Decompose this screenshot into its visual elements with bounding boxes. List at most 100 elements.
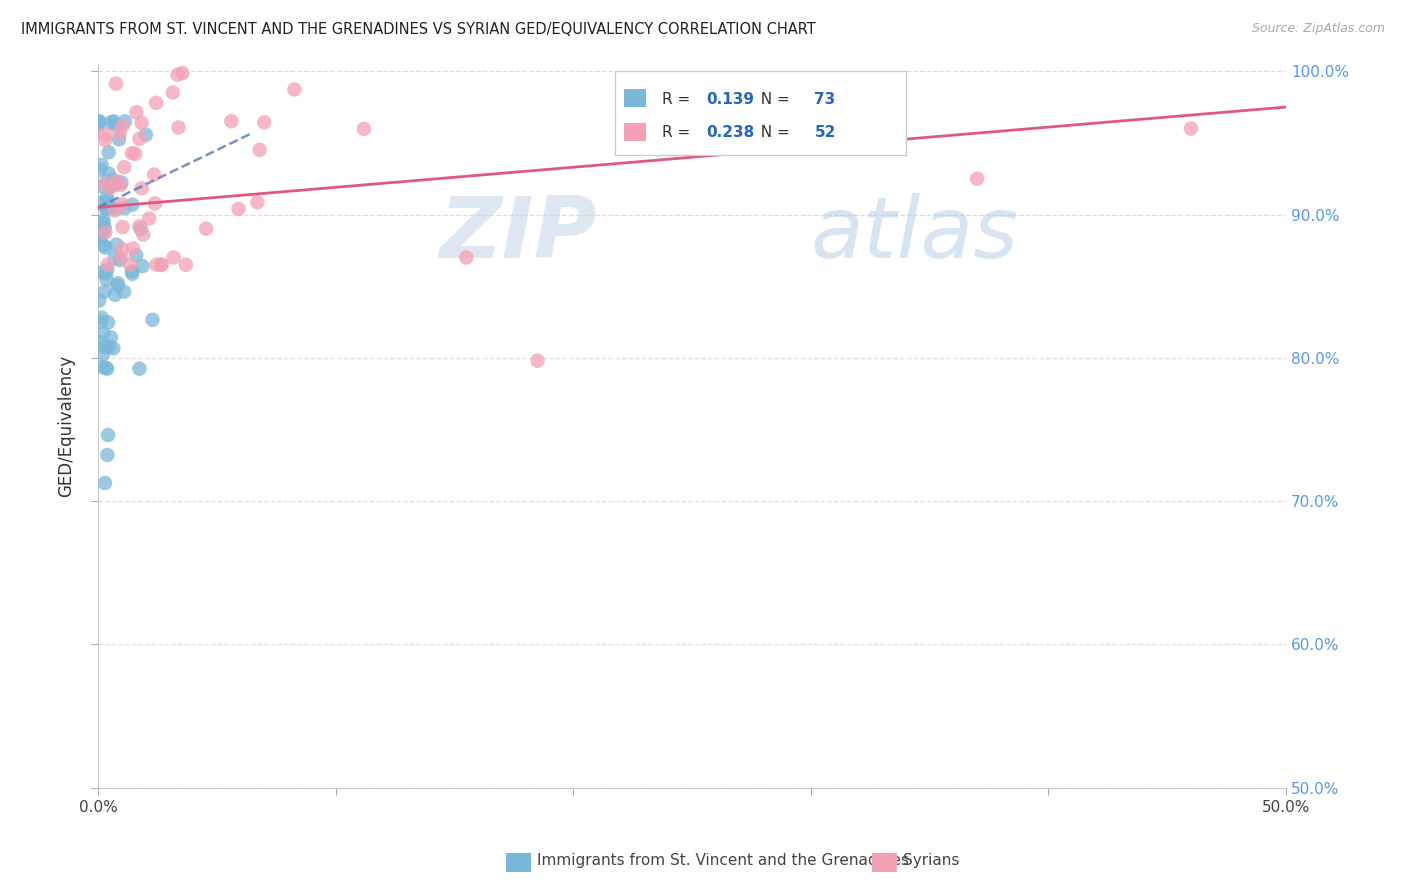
Point <box>143 168 166 182</box>
Point <box>96 448 118 462</box>
Point <box>87 334 110 349</box>
Point <box>143 196 166 211</box>
Point <box>93 239 115 253</box>
Point <box>90 310 112 325</box>
Point <box>966 171 988 186</box>
Point <box>283 82 305 96</box>
Point <box>97 258 120 272</box>
Text: 73: 73 <box>814 92 835 107</box>
Point <box>145 258 167 272</box>
Point <box>94 128 117 142</box>
Point <box>125 248 148 262</box>
Point <box>103 251 125 265</box>
Point <box>122 241 145 255</box>
Point <box>89 293 111 308</box>
Point <box>104 288 127 302</box>
Point <box>104 203 127 218</box>
Point <box>110 250 132 264</box>
Text: R =: R = <box>662 92 696 107</box>
Point <box>104 77 127 91</box>
Point <box>150 258 173 272</box>
Point <box>128 361 150 376</box>
Text: N =: N = <box>751 92 794 107</box>
Point <box>111 119 134 133</box>
Point <box>94 360 117 375</box>
Text: Source: ZipAtlas.com: Source: ZipAtlas.com <box>1251 22 1385 36</box>
Point <box>89 231 111 245</box>
Point <box>94 177 117 191</box>
Point <box>94 202 117 216</box>
Point <box>93 285 115 299</box>
Point <box>162 251 184 265</box>
Point <box>108 127 131 141</box>
Point <box>132 227 155 242</box>
Point <box>87 118 110 132</box>
Point <box>96 273 118 287</box>
Point <box>111 242 134 256</box>
Point <box>96 262 118 277</box>
Text: Syrians: Syrians <box>903 853 959 868</box>
Point <box>97 315 120 329</box>
Point <box>124 146 146 161</box>
Point <box>103 341 125 355</box>
Text: IMMIGRANTS FROM ST. VINCENT AND THE GRENADINES VS SYRIAN GED/EQUIVALENCY CORRELA: IMMIGRANTS FROM ST. VINCENT AND THE GREN… <box>21 22 815 37</box>
Point <box>174 258 197 272</box>
Point <box>121 146 143 161</box>
Point <box>120 258 142 272</box>
Point <box>97 145 120 160</box>
Point <box>172 66 194 80</box>
Text: R =: R = <box>662 125 696 140</box>
Point <box>121 197 143 211</box>
Point <box>98 181 121 195</box>
Point <box>94 475 117 490</box>
Point <box>90 315 112 329</box>
Point <box>125 105 148 120</box>
Bar <box>624 123 645 142</box>
Y-axis label: GED/Equivalency: GED/Equivalency <box>58 355 75 497</box>
Point <box>128 219 150 234</box>
Point <box>112 201 135 215</box>
Point <box>91 216 114 230</box>
Point <box>89 114 111 128</box>
Point <box>97 200 120 214</box>
Point <box>97 193 120 207</box>
Point <box>89 163 111 178</box>
Point <box>228 202 250 216</box>
Bar <box>624 89 645 107</box>
Point <box>150 258 173 272</box>
Point <box>131 181 153 195</box>
Point <box>195 221 218 235</box>
Point <box>121 264 143 278</box>
Point <box>93 225 115 239</box>
Point <box>162 86 184 100</box>
Point <box>104 118 127 132</box>
Point <box>114 114 136 128</box>
Point <box>93 340 115 354</box>
Point <box>98 340 121 354</box>
Point <box>94 266 117 280</box>
Text: 0.139: 0.139 <box>706 92 754 107</box>
Point <box>167 120 190 135</box>
Point <box>138 211 160 226</box>
Point <box>96 361 118 376</box>
Text: N =: N = <box>751 125 794 140</box>
Text: ZIP: ZIP <box>439 193 598 276</box>
Point <box>103 178 125 192</box>
Point <box>91 348 114 362</box>
Point <box>87 196 110 211</box>
Point <box>112 285 135 299</box>
Text: Immigrants from St. Vincent and the Grenadines: Immigrants from St. Vincent and the Gren… <box>537 853 910 868</box>
Point <box>111 197 134 211</box>
Point <box>108 252 131 267</box>
Point <box>94 133 117 147</box>
Point <box>112 160 135 174</box>
Point <box>100 115 122 129</box>
Point <box>105 174 128 188</box>
Point <box>87 114 110 128</box>
Point <box>166 68 188 82</box>
Point <box>221 114 243 128</box>
Point <box>110 176 132 190</box>
Text: 52: 52 <box>814 125 835 140</box>
Point <box>90 179 112 194</box>
Point <box>131 116 153 130</box>
